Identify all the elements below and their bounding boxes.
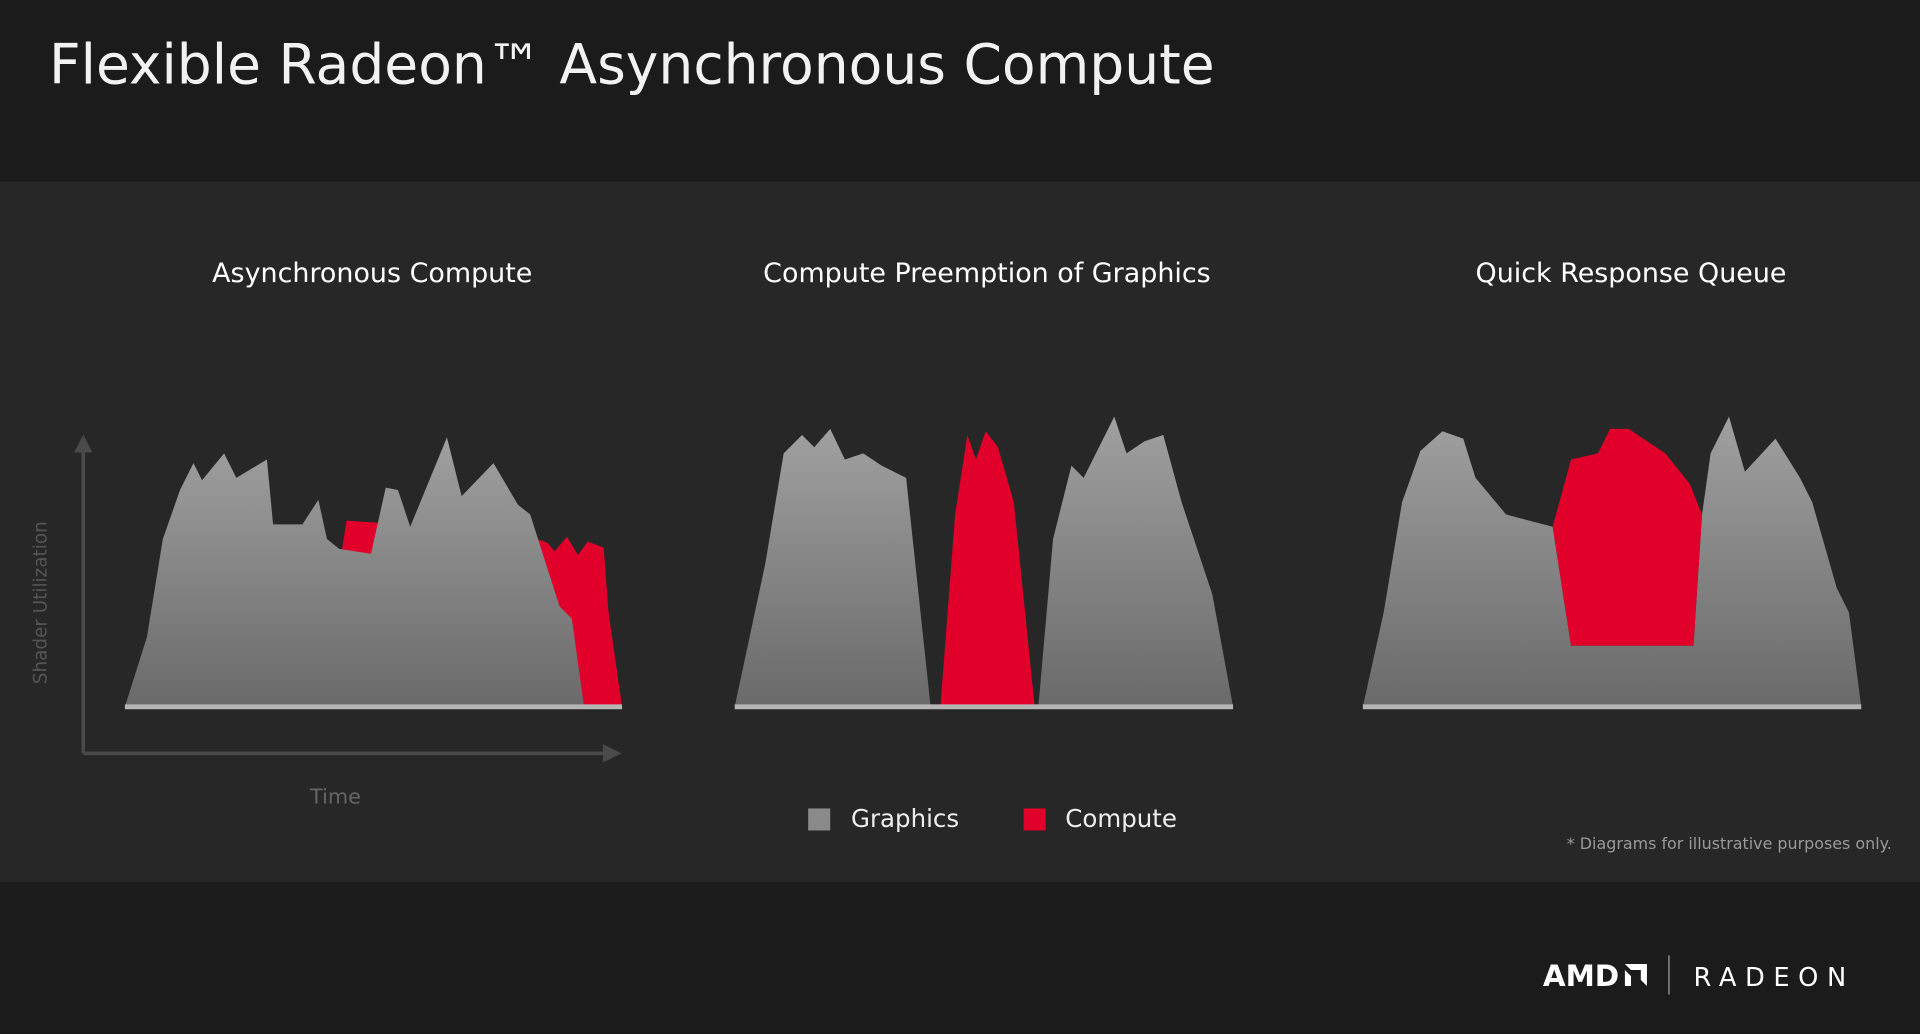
compute-area-qrq — [1552, 428, 1703, 646]
footnote: * Diagrams for illustrative purposes onl… — [1567, 834, 1892, 853]
legend-swatch-graphics — [808, 808, 831, 831]
legend-label-graphics: Graphics — [851, 804, 959, 833]
legend-label-compute: Compute — [1065, 804, 1177, 833]
y-axis-label: Shader Utilization — [31, 521, 52, 684]
graphics-area-async — [124, 437, 585, 707]
slide-title: Flexible Radeon™ Asynchronous Compute — [49, 33, 1215, 97]
x-axis-label: Time — [309, 785, 361, 809]
baseline-qrq — [1362, 704, 1862, 710]
radeon-wordmark: RADEON — [1693, 963, 1854, 993]
compute-area-preemption — [940, 431, 1035, 707]
panel-title-preemption: Compute Preemption of Graphics — [763, 258, 1211, 289]
baseline-preemption — [734, 704, 1234, 710]
panel-title-async: Asynchronous Compute — [212, 258, 532, 289]
graphics-area-preemption-1 — [734, 428, 931, 707]
panel-title-qrq: Quick Response Queue — [1476, 258, 1787, 289]
graphics-area-qrq — [1362, 416, 1862, 707]
amd-wordmark: AMD — [1543, 959, 1619, 993]
legend-swatch-compute — [1023, 808, 1046, 831]
baseline-async — [124, 704, 623, 710]
graphics-area-preemption-2 — [1038, 416, 1234, 707]
